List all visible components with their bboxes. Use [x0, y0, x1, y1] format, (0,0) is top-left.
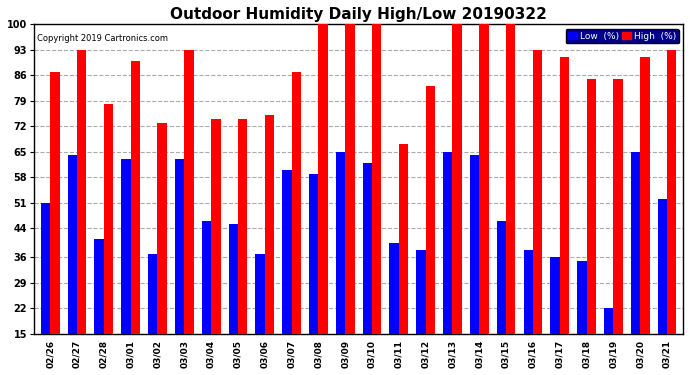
Bar — [658, 199, 667, 333]
Text: Copyright 2019 Cartronics.com: Copyright 2019 Cartronics.com — [37, 34, 168, 43]
Bar — [104, 105, 113, 333]
Bar — [389, 243, 399, 333]
Bar — [255, 254, 265, 333]
Bar — [470, 155, 480, 333]
Bar — [95, 239, 104, 333]
Bar — [121, 159, 130, 333]
Bar — [631, 152, 640, 333]
Bar — [345, 24, 355, 333]
Bar — [613, 79, 622, 333]
Bar — [157, 123, 167, 333]
Bar — [292, 72, 301, 333]
Bar — [175, 159, 184, 333]
Bar — [480, 24, 489, 333]
Bar — [238, 119, 247, 333]
Legend: Low  (%), High  (%): Low (%), High (%) — [566, 29, 678, 44]
Bar — [77, 50, 86, 333]
Bar — [551, 257, 560, 333]
Bar — [497, 221, 506, 333]
Bar — [640, 57, 649, 333]
Bar — [667, 50, 676, 333]
Bar — [506, 24, 515, 333]
Bar — [416, 250, 426, 333]
Bar — [426, 86, 435, 333]
Bar — [372, 24, 382, 333]
Bar — [184, 50, 194, 333]
Bar — [318, 24, 328, 333]
Bar — [336, 152, 345, 333]
Title: Outdoor Humidity Daily High/Low 20190322: Outdoor Humidity Daily High/Low 20190322 — [170, 7, 547, 22]
Bar — [228, 225, 238, 333]
Bar — [524, 250, 533, 333]
Bar — [399, 144, 408, 333]
Bar — [577, 261, 586, 333]
Bar — [265, 116, 274, 333]
Bar — [604, 308, 613, 333]
Bar — [309, 174, 318, 333]
Bar — [453, 24, 462, 333]
Bar — [41, 202, 50, 333]
Bar — [533, 50, 542, 333]
Bar — [560, 57, 569, 333]
Bar — [282, 170, 292, 333]
Bar — [443, 152, 453, 333]
Bar — [363, 163, 372, 333]
Bar — [50, 72, 59, 333]
Bar — [130, 61, 140, 333]
Bar — [68, 155, 77, 333]
Bar — [586, 79, 596, 333]
Bar — [211, 119, 221, 333]
Bar — [201, 221, 211, 333]
Bar — [148, 254, 157, 333]
